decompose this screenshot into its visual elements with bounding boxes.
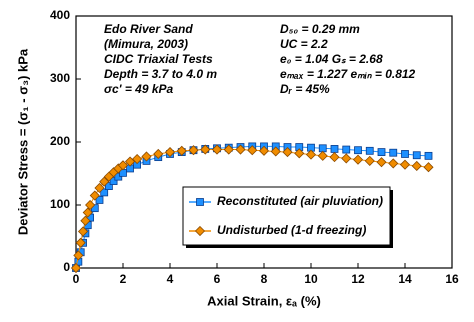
data-point — [109, 177, 118, 185]
data-point — [235, 144, 246, 155]
annotation: D₅₀ = 0.29 mm — [280, 22, 360, 36]
x-tick-label: 8 — [261, 272, 268, 286]
x-tick-label: 10 — [304, 272, 318, 286]
x-tick-label: 4 — [167, 272, 174, 286]
data-point — [389, 148, 398, 157]
legend-marker — [194, 225, 206, 237]
annotation: eₘₐₓ = 1.227 eₘᵢₙ = 0.812 — [280, 67, 416, 81]
data-point — [211, 144, 223, 155]
y-tick-label: 400 — [50, 8, 70, 22]
annotation: UC = 2.2 — [280, 37, 328, 51]
data-point — [354, 146, 362, 155]
x-tick-label: 12 — [351, 272, 365, 286]
annotation: Edo River Sand — [104, 22, 193, 36]
x-tick-label: 16 — [445, 272, 459, 286]
data-point — [330, 145, 339, 153]
data-point — [200, 144, 211, 155]
data-point — [73, 250, 84, 261]
x-tick-label: 14 — [398, 272, 412, 286]
legend-label: Reconstituted (air pluviation) — [217, 194, 383, 208]
data-point — [188, 145, 199, 156]
data-point — [317, 150, 328, 161]
data-point — [342, 145, 351, 154]
x-tick-label: 0 — [73, 272, 80, 286]
data-point — [80, 215, 91, 226]
data-point — [424, 151, 433, 160]
data-point — [82, 207, 93, 218]
data-point — [176, 145, 187, 156]
annotation: Depth = 3.7 to 4.0 m — [104, 67, 217, 81]
legend-marker — [196, 198, 204, 206]
data-point — [411, 160, 422, 172]
y-axis-label: Deviator Stress = (σ₁ - σ₃) kPa — [15, 48, 30, 235]
data-point — [99, 176, 110, 187]
data-point — [305, 149, 317, 160]
data-point — [70, 262, 82, 274]
data-point — [352, 154, 364, 165]
annotation: Dᵣ = 45% — [280, 82, 330, 96]
data-point — [377, 148, 386, 156]
legend-label: Undisturbed (1-d freezing) — [217, 223, 366, 237]
annotation: σc' = 49 kPa — [104, 82, 174, 96]
data-point — [282, 147, 293, 158]
data-point — [247, 145, 258, 156]
data-point — [124, 156, 136, 167]
x-tick-label: 6 — [214, 272, 221, 286]
annotation: (Mimura, 2003) — [104, 37, 188, 51]
data-point — [77, 226, 89, 237]
legend-box — [182, 186, 391, 246]
data-point — [270, 146, 281, 157]
data-point — [75, 237, 86, 248]
annotation: e₀ = 1.04 Gₛ = 2.68 — [280, 52, 383, 66]
data-point — [94, 182, 105, 194]
data-point — [153, 148, 164, 160]
y-tick-label: 100 — [50, 197, 70, 211]
data-point — [399, 159, 411, 170]
y-tick-label: 300 — [50, 71, 70, 85]
annotation: CIDC Triaxial Tests — [104, 52, 213, 66]
data-point — [132, 153, 143, 165]
data-point — [364, 155, 375, 166]
data-point — [412, 151, 421, 160]
data-point — [223, 144, 234, 155]
data-point — [100, 188, 109, 197]
y-tick-label: 200 — [50, 134, 70, 148]
data-point — [388, 158, 399, 169]
x-axis-label: Axial Strain, εₐ (%) — [207, 293, 321, 308]
y-tick-label: 0 — [63, 260, 70, 274]
data-point — [401, 150, 409, 158]
data-point — [117, 160, 129, 171]
data-point — [105, 182, 113, 191]
data-point — [376, 157, 387, 168]
data-point — [164, 147, 176, 158]
data-point — [89, 190, 100, 201]
data-point — [85, 199, 96, 211]
data-point — [341, 153, 352, 164]
data-point — [329, 152, 340, 163]
data-point — [95, 196, 104, 204]
data-point — [258, 145, 270, 156]
data-point — [423, 162, 434, 173]
data-point — [294, 148, 305, 159]
data-point — [318, 144, 327, 153]
data-point — [141, 151, 152, 162]
x-tick-label: 2 — [120, 272, 127, 286]
data-point — [365, 146, 374, 155]
